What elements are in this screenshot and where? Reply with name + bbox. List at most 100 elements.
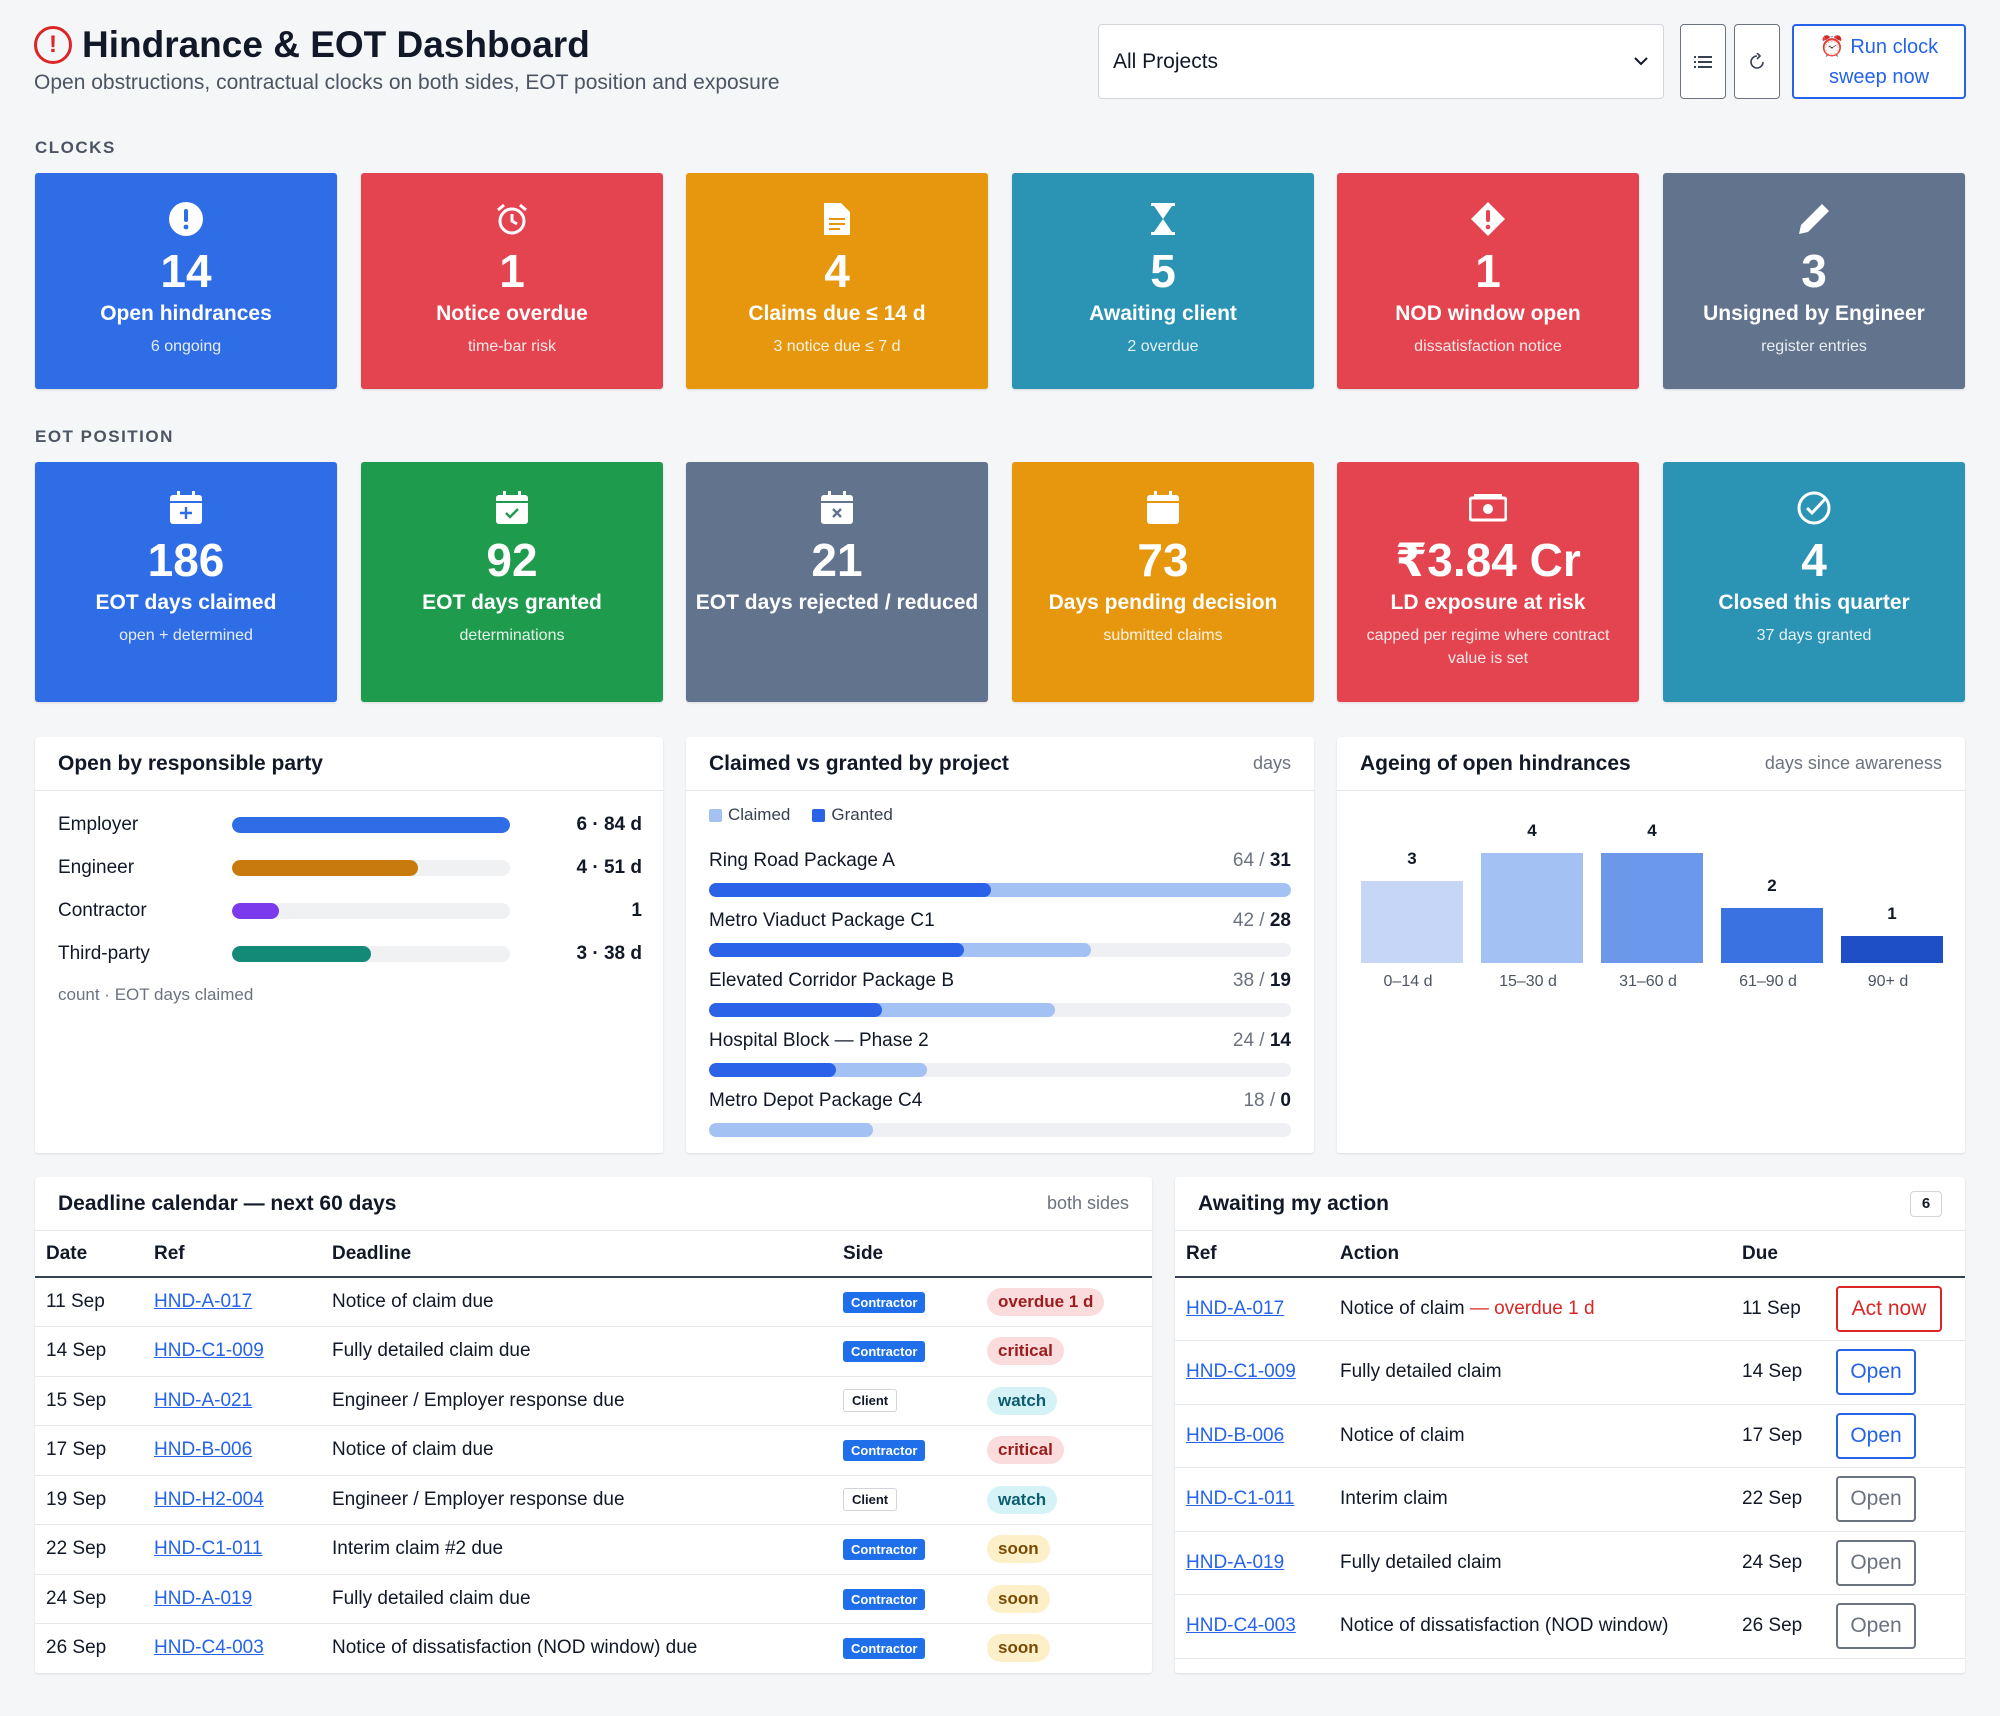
kpi-tile-claims-due-14-d[interactable]: 4 Claims due ≤ 14 d 3 notice due ≤ 7 d	[686, 173, 988, 389]
action-cell: Notice of claim	[1329, 1404, 1731, 1468]
kpi-tile-eot-days-granted[interactable]: 92 EOT days granted determinations	[361, 462, 663, 702]
ref-link[interactable]: HND-C4-003	[1186, 1615, 1296, 1637]
status-cell: overdue 1 d	[976, 1277, 1152, 1327]
project-bar-track	[709, 943, 1291, 957]
ref-link[interactable]: HND-A-017	[1186, 1298, 1285, 1319]
status-cell: critical	[976, 1425, 1152, 1476]
col-action: Action	[1329, 1231, 1731, 1278]
open-button[interactable]: Open	[1836, 1412, 1916, 1459]
ref-link[interactable]: HND-B-006	[154, 1439, 253, 1461]
legend-swatch-claimed	[709, 808, 722, 822]
table-row: HND-B-006 Notice of claim 17 Sep Open	[1175, 1404, 1965, 1468]
ref-cell: HND-C4-003	[1175, 1594, 1329, 1659]
ref-cell: HND-C4-003	[143, 1623, 321, 1673]
granted-value: 28	[1269, 910, 1291, 931]
claimed-value: 38	[1232, 970, 1255, 991]
open-button[interactable]: Open	[1836, 1476, 1916, 1523]
kpi-tile-eot-days-rejected-reduced[interactable]: 21 EOT days rejected / reduced	[686, 462, 988, 702]
refresh-button[interactable]	[1734, 24, 1780, 99]
tile-sub: 37 days granted	[1756, 627, 1872, 644]
kpi-tile-eot-days-claimed[interactable]: 186 EOT days claimed open + determined	[35, 462, 337, 702]
kpi-tile-unsigned-by-engineer[interactable]: 3 Unsigned by Engineer register entries	[1663, 173, 1965, 389]
action-text: Interim claim	[1340, 1488, 1448, 1510]
status-cell: watch	[976, 1376, 1152, 1426]
tile-label: EOT days claimed	[95, 591, 277, 614]
kpi-tile-ld-exposure-at-risk[interactable]: ₹3.84 Cr LD exposure at risk capped per re…	[1337, 462, 1639, 702]
deadline-date: 17 Sep	[35, 1425, 143, 1476]
ref-link[interactable]: HND-C1-009	[1186, 1361, 1296, 1383]
panel-title: Awaiting my action	[1198, 1191, 1389, 1215]
open-button[interactable]: Open	[1836, 1349, 1916, 1396]
action-cell: Notice of claim — overdue 1 d	[1329, 1277, 1731, 1341]
deadline-table: Date Ref Deadline Side 11 Sep HND-A-017 No…	[35, 1231, 1152, 1673]
table-row: 24 Sep HND-A-019 Fully detailed claim due C…	[35, 1574, 1152, 1624]
tile-label: EOT days rejected / reduced	[695, 591, 979, 614]
kpi-tile-open-hindrances[interactable]: 14 Open hindrances 6 ongoing	[35, 173, 337, 389]
deadline-date: 15 Sep	[35, 1376, 143, 1426]
side-badge: Contractor	[843, 1588, 926, 1610]
ref-link[interactable]: HND-C1-011	[154, 1538, 263, 1560]
claimed-vs-granted-panel: Claimed vs granted by project days Claim…	[686, 737, 1314, 1153]
kpi-tile-awaiting-client[interactable]: 5 Awaiting client 2 overdue	[1012, 173, 1314, 389]
list-view-button[interactable]	[1680, 24, 1726, 99]
tile-label: EOT days granted	[422, 591, 602, 614]
kpi-tile-notice-overdue[interactable]: 1 Notice overdue time-bar risk	[361, 173, 663, 389]
tile-sub: 3 notice due ≤ 7 d	[773, 338, 901, 355]
side-badge: Client	[843, 1488, 898, 1512]
ref-link[interactable]: HND-C1-009	[154, 1340, 264, 1362]
tile-value: 1	[1475, 245, 1501, 297]
open-button[interactable]: Open	[1836, 1539, 1916, 1586]
table-row: HND-C1-009 Fully detailed claim 14 Sep Open	[1175, 1340, 1965, 1405]
ageing-panel: Ageing of open hindrances days since awa…	[1337, 737, 1965, 1153]
status-pill: soon	[987, 1584, 1050, 1613]
ref-link[interactable]: HND-C4-003	[154, 1637, 264, 1659]
button-cell: Open	[1825, 1467, 1965, 1532]
ref-cell: HND-C1-009	[1175, 1340, 1329, 1405]
tile-label: Unsigned by Engineer	[1703, 302, 1925, 325]
ref-link[interactable]: HND-H2-004	[154, 1488, 264, 1510]
ref-link[interactable]: HND-A-019	[1186, 1551, 1285, 1573]
open-button[interactable]: Open	[1836, 1603, 1916, 1650]
deadline-date: 22 Sep	[35, 1524, 143, 1575]
tile-sub: capped per regime where contract value i…	[1366, 627, 1610, 667]
kpi-tile-days-pending-decision[interactable]: 73 Days pending decision submitted claims	[1012, 462, 1314, 702]
calendar-icon	[1012, 490, 1314, 526]
tile-value: 186	[147, 534, 225, 586]
act-now-button[interactable]: Act now	[1836, 1286, 1942, 1332]
project-value: 38 / 19	[1232, 970, 1291, 991]
tile-value: 92	[486, 534, 538, 586]
kpi-tile-closed-this-quarter[interactable]: 4 Closed this quarter 37 days granted	[1663, 462, 1965, 702]
project-name: Hospital Block — Phase 2	[709, 1030, 929, 1051]
action-cell: Fully detailed claim	[1329, 1340, 1731, 1405]
kpi-tile-nod-window-open[interactable]: 1 NOD window open dissatisfaction notice	[1337, 173, 1639, 389]
tile-label: Open hindrances	[100, 302, 272, 325]
pen-icon	[1663, 201, 1965, 237]
granted-bar	[709, 1003, 882, 1017]
legend-label-granted: Granted	[831, 805, 893, 824]
chart-title: Ageing of open hindrances	[1360, 751, 1631, 775]
tile-sub: open + determined	[119, 627, 253, 644]
party-bar-fill	[232, 817, 510, 833]
action-text: Notice of claim	[1340, 1424, 1465, 1446]
ref-link[interactable]: HND-A-021	[154, 1389, 253, 1411]
side-cell: Contractor	[832, 1623, 976, 1673]
deadline-text: Notice of claim due	[321, 1277, 832, 1327]
col-ref: Ref	[1175, 1231, 1329, 1278]
ref-link[interactable]: HND-B-006	[1186, 1424, 1285, 1446]
ageing-bar-value: 2	[1767, 876, 1777, 895]
project-filter-select[interactable]: All Projects	[1098, 24, 1664, 99]
ref-link[interactable]: HND-C1-011	[1186, 1488, 1295, 1510]
party-name: Contractor	[58, 900, 147, 921]
ref-link[interactable]: HND-A-019	[154, 1587, 253, 1609]
awaiting-action-panel: Awaiting my action 6 Ref Action Due HND-…	[1175, 1177, 1965, 1673]
panel-header: Deadline calendar — next 60 days both si…	[35, 1177, 1152, 1231]
run-clock-sweep-button[interactable]: ⏰ Run clock sweep now	[1792, 24, 1966, 99]
ref-link[interactable]: HND-A-017	[154, 1291, 253, 1312]
party-row: Contractor 1	[58, 896, 642, 926]
tile-sub: 6 ongoing	[150, 338, 222, 355]
party-value: 3 · 38 d	[576, 943, 642, 964]
project-name: Metro Viaduct Package C1	[709, 910, 935, 931]
overdue-text: — overdue 1 d	[1464, 1298, 1595, 1319]
table-row: 22 Sep HND-C1-011 Interim claim #2 due Cont…	[35, 1524, 1152, 1575]
side-badge: Contractor	[843, 1440, 926, 1462]
